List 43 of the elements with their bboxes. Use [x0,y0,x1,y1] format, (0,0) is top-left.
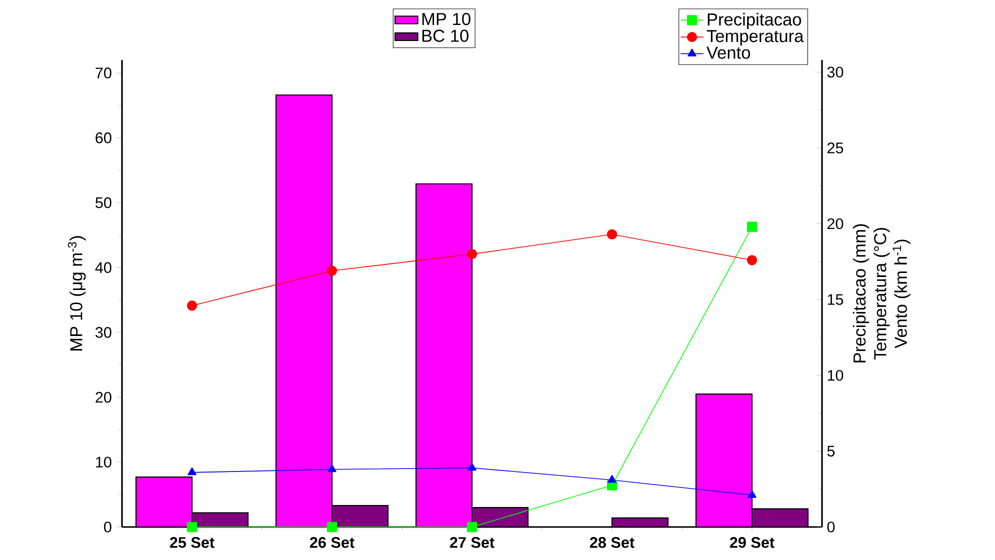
y2-tick-label: 5 [827,446,835,457]
point [328,464,336,472]
x-tick-label: 27 Set [450,537,494,548]
point [746,255,758,266]
point [608,474,616,483]
legend-label: BC 10 [422,30,468,42]
y-tick-label: 70 [96,68,112,78]
legend-label: Precipitacao [708,12,802,30]
text: Temperatura (°C) [874,228,890,360]
point [466,522,478,532]
legend-label: Vento [706,46,750,59]
y2-tick-label: 10 [828,370,844,381]
point [326,522,338,532]
y2-tick-label: 30 [827,66,844,78]
point [746,222,758,232]
point [468,462,476,471]
y-tick-label: 60 [96,132,112,144]
x-tick-label: 26 Set [310,537,354,548]
point [186,522,198,532]
x-tick-label: 29 Set [730,537,774,548]
legend-label: Temperatura [706,30,804,46]
y2-tick-label: 15 [828,294,844,305]
y2-tick-label: 20 [827,218,844,230]
x-tick-label: 28 Set [590,537,634,548]
point [186,300,198,311]
legend-label: MP 10 [422,12,470,26]
point [326,266,338,276]
point [606,229,618,240]
y2-tick-label: 0 [827,522,835,532]
text: Vento (km h$^{-1}$) [892,240,910,348]
y-tick-label: 0 [104,522,112,532]
y-axis-title: MP 10 (μg m$^{-3}$) [68,236,86,350]
y2-tick-label: 25 [827,142,844,154]
y-tick-label: 30 [95,326,112,338]
point [466,249,478,260]
x-tick-label: 25 Set [170,537,214,548]
y-tick-label: 40 [95,262,112,273]
y-tick-label: 10 [96,456,112,468]
y-tick-label: 50 [96,197,112,208]
point [748,490,756,498]
point [188,467,196,476]
y-tick-label: 20 [96,392,112,403]
text: Precipitacao (mm) [852,224,870,362]
